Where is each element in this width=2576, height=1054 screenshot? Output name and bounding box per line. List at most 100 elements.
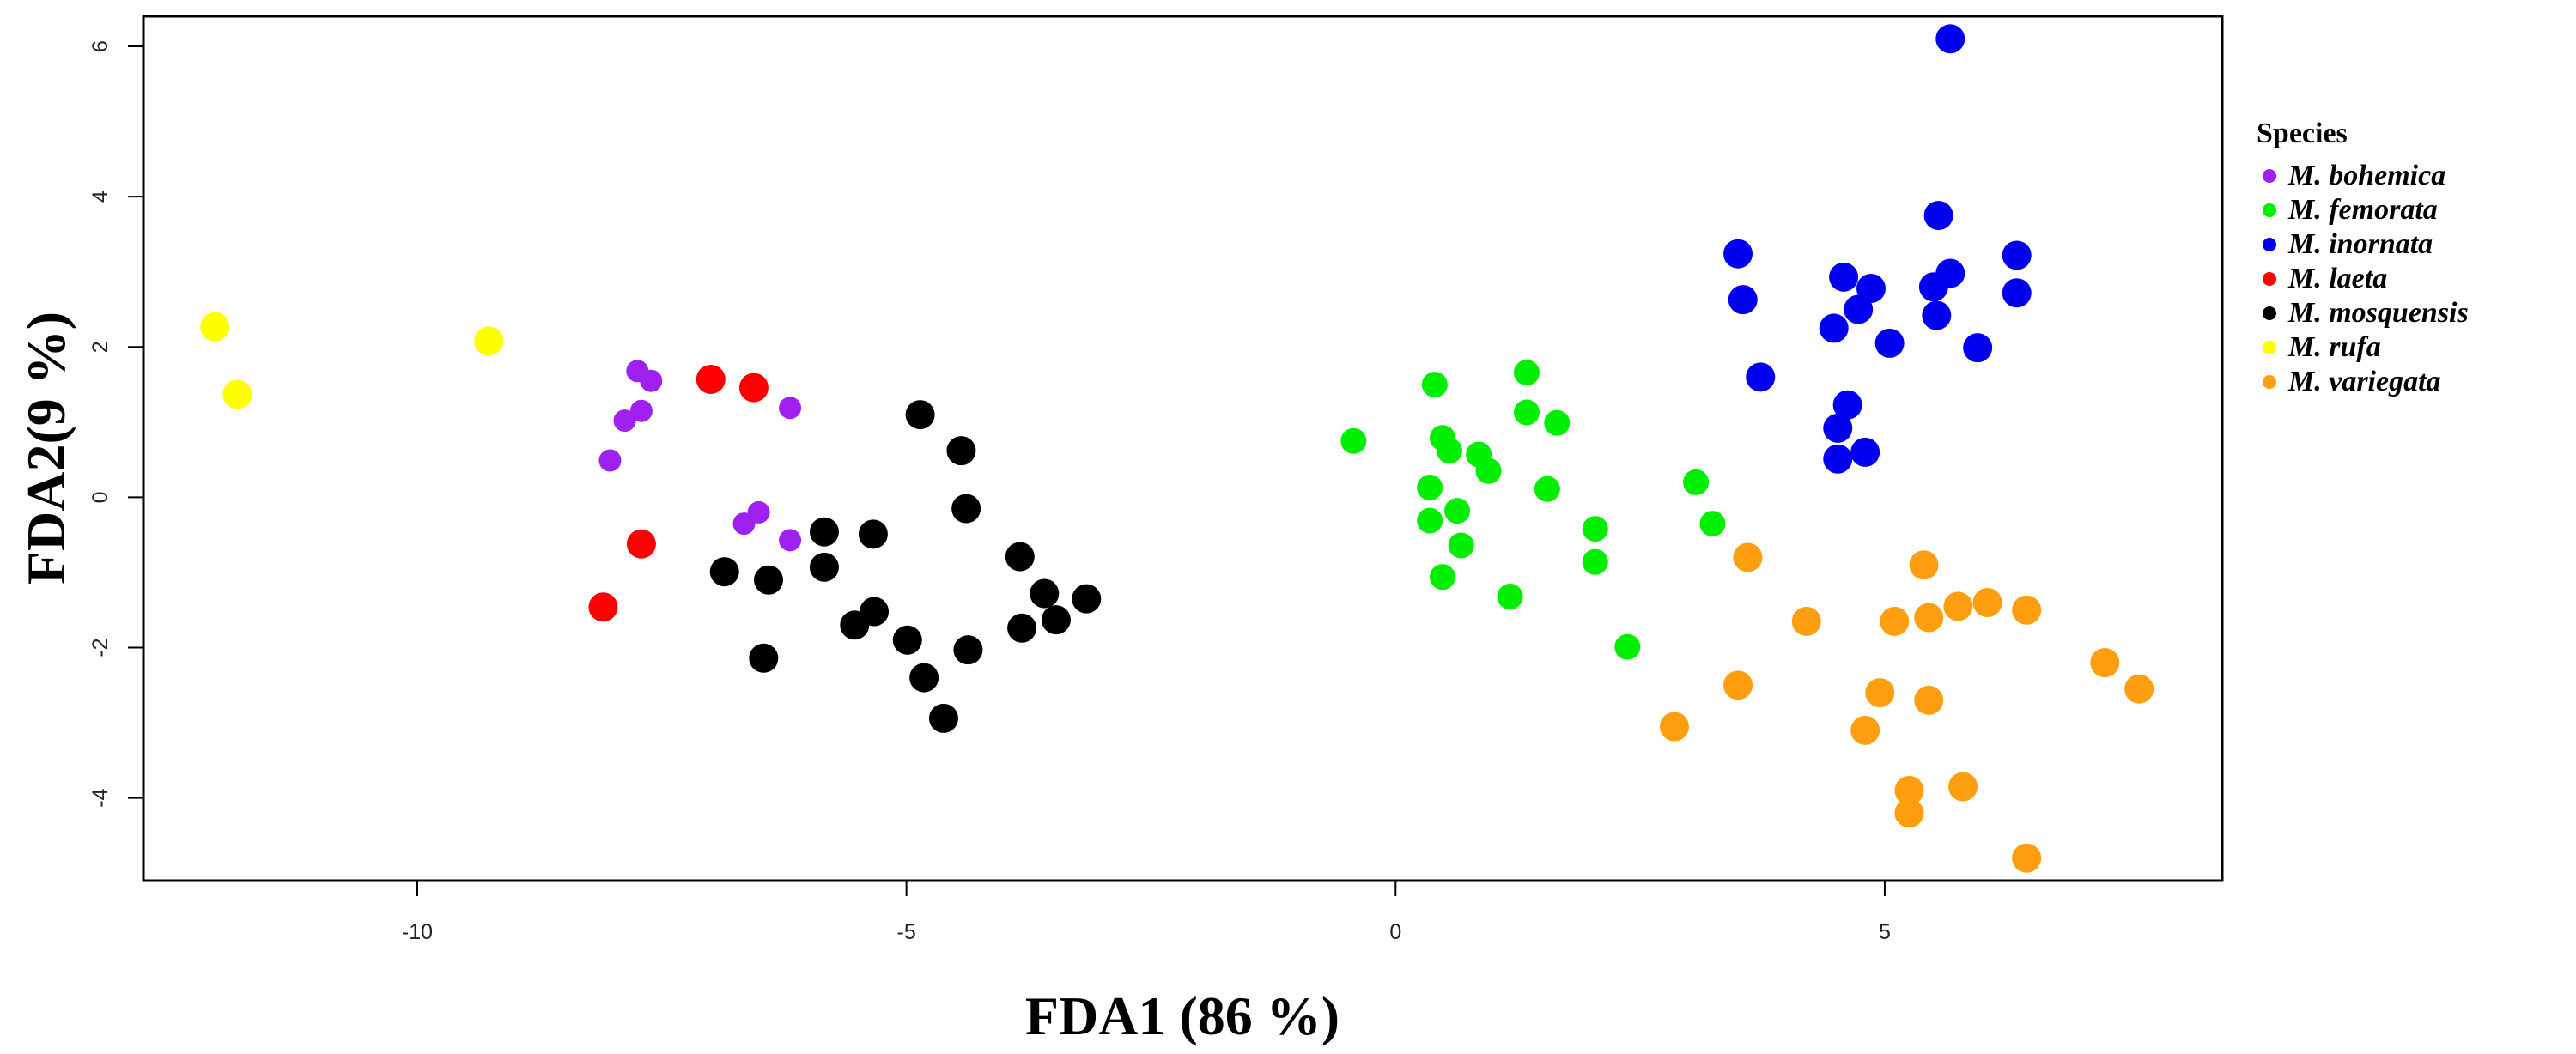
data-point bbox=[1874, 328, 1905, 358]
data-point bbox=[1436, 438, 1462, 464]
x-axis: -10 -5 0 5 bbox=[402, 881, 1891, 944]
data-point bbox=[2002, 278, 2032, 308]
data-point bbox=[779, 397, 802, 420]
data-point bbox=[1856, 273, 1886, 303]
data-point bbox=[779, 529, 802, 552]
data-point bbox=[2124, 674, 2154, 704]
data-point bbox=[1829, 262, 1859, 292]
data-point bbox=[732, 512, 756, 536]
series-m-rufa bbox=[200, 312, 504, 409]
data-point bbox=[1475, 457, 1502, 484]
legend-entry: M. inornata bbox=[2287, 228, 2433, 260]
legend-entry: M. laeta bbox=[2287, 263, 2387, 294]
data-point bbox=[809, 517, 839, 547]
data-point bbox=[1850, 437, 1880, 467]
data-point bbox=[1659, 712, 1689, 742]
x-tick-label: -5 bbox=[897, 920, 916, 944]
data-point bbox=[738, 373, 769, 403]
data-point bbox=[1072, 584, 1102, 614]
data-point bbox=[749, 643, 779, 673]
legend-marker bbox=[2263, 306, 2276, 320]
data-point bbox=[1723, 670, 1753, 700]
data-point bbox=[1513, 399, 1540, 426]
data-point bbox=[1935, 24, 1965, 54]
data-point bbox=[1544, 409, 1571, 436]
data-point bbox=[1683, 469, 1710, 495]
data-point bbox=[953, 635, 983, 665]
y-tick-label: -2 bbox=[88, 638, 112, 657]
data-point bbox=[1922, 300, 1952, 330]
data-point bbox=[2090, 648, 2120, 678]
data-point bbox=[1448, 532, 1474, 559]
series-m-laeta bbox=[588, 364, 769, 622]
data-point bbox=[1894, 798, 1924, 828]
data-point bbox=[1513, 360, 1540, 386]
data-point bbox=[709, 557, 739, 587]
data-point bbox=[1918, 272, 1948, 302]
data-point bbox=[905, 400, 935, 430]
data-point bbox=[1844, 294, 1874, 324]
data-point bbox=[1909, 550, 1939, 580]
data-point bbox=[2002, 240, 2032, 270]
data-point bbox=[1733, 542, 1763, 572]
data-point bbox=[696, 364, 726, 394]
data-point bbox=[1850, 715, 1880, 745]
data-point bbox=[598, 449, 622, 472]
data-point bbox=[1746, 362, 1776, 392]
data-point bbox=[1421, 372, 1448, 398]
series-m-mosquensis bbox=[709, 400, 1102, 733]
legend-marker bbox=[2263, 272, 2276, 286]
data-point bbox=[1497, 584, 1523, 610]
data-point bbox=[1614, 633, 1641, 660]
y-tick-label: 6 bbox=[88, 40, 112, 52]
data-point bbox=[613, 409, 636, 433]
data-point bbox=[1723, 239, 1753, 269]
data-point bbox=[474, 326, 504, 356]
data-point bbox=[1823, 413, 1853, 443]
data-point bbox=[860, 597, 890, 627]
data-point bbox=[1923, 201, 1953, 231]
x-axis-title: FDA1 (86 %) bbox=[1025, 985, 1340, 1046]
legend-entry: M. rufa bbox=[2287, 331, 2381, 363]
x-tick-label: 5 bbox=[1879, 920, 1891, 944]
data-point bbox=[1791, 606, 1821, 636]
legend-marker bbox=[2263, 375, 2276, 389]
legend-marker bbox=[2263, 341, 2276, 354]
data-point bbox=[2012, 843, 2042, 873]
data-point bbox=[1943, 591, 1973, 621]
data-point bbox=[1914, 603, 1944, 633]
legend-entry: M. variegata bbox=[2287, 366, 2441, 397]
data-point bbox=[1340, 427, 1367, 454]
data-point bbox=[1880, 606, 1910, 636]
data-point bbox=[626, 529, 656, 559]
legend-marker bbox=[2263, 238, 2276, 251]
data-point bbox=[1582, 516, 1608, 542]
data-point bbox=[1948, 772, 1978, 802]
data-point bbox=[222, 379, 252, 409]
data-point bbox=[1914, 685, 1944, 715]
y-axis: -4 -2 0 2 4 6 bbox=[88, 40, 143, 808]
series-m-bohemica bbox=[598, 360, 802, 552]
y-tick-label: 2 bbox=[88, 341, 112, 353]
y-tick-label: 0 bbox=[88, 491, 112, 503]
data-point bbox=[1819, 313, 1849, 343]
data-point bbox=[1699, 511, 1726, 537]
legend-title: Species bbox=[2257, 118, 2348, 149]
data-point bbox=[892, 625, 922, 655]
data-point bbox=[2012, 595, 2042, 625]
data-point bbox=[1728, 285, 1758, 315]
data-point bbox=[1534, 476, 1560, 502]
data-point bbox=[809, 552, 839, 582]
legend-entry: M. femorata bbox=[2287, 194, 2438, 226]
data-point bbox=[1894, 775, 1924, 805]
data-point bbox=[858, 519, 888, 549]
data-point bbox=[1005, 542, 1035, 572]
y-tick-label: -4 bbox=[88, 788, 112, 807]
series-m-inornata bbox=[1723, 24, 2032, 474]
y-axis-title: FDA2(9 %) bbox=[15, 312, 76, 585]
data-point bbox=[1007, 613, 1037, 643]
data-point bbox=[1972, 588, 2002, 618]
data-point bbox=[946, 436, 976, 466]
